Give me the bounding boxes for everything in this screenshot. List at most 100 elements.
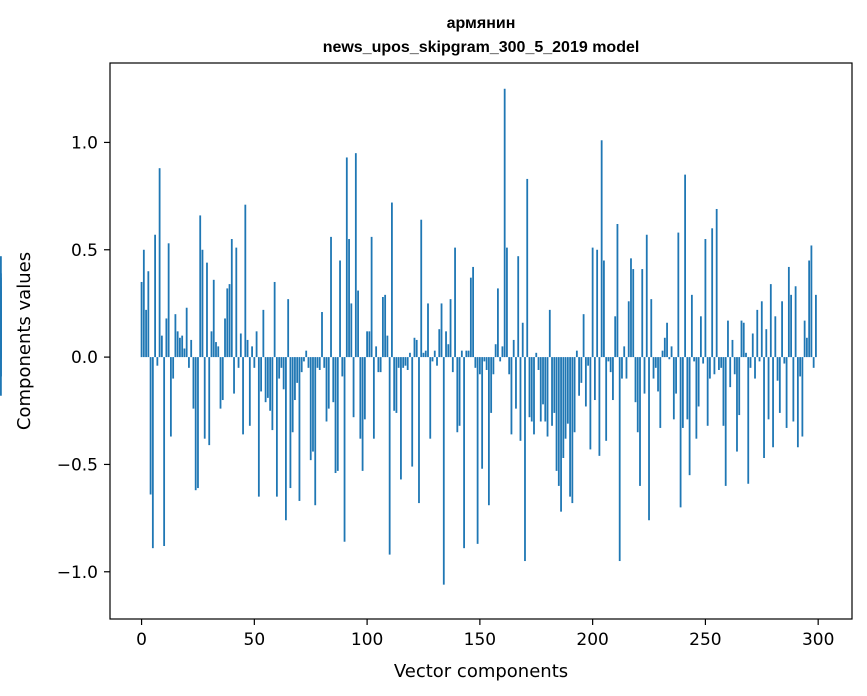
bar-124 <box>420 219 423 358</box>
bar-102 <box>370 236 373 358</box>
bar-158 <box>497 288 499 358</box>
bar-261 <box>729 357 732 388</box>
bar-148 <box>474 357 477 368</box>
bar-183 <box>553 357 556 413</box>
bar-176 <box>537 357 540 370</box>
bar-254 <box>713 357 716 375</box>
bar-20 <box>185 307 188 358</box>
bar-143 <box>463 357 465 549</box>
x-tick-label: 300 <box>802 630 834 650</box>
bar-2 <box>145 309 147 358</box>
bar-269 <box>747 357 750 484</box>
x-tick-label: 50 <box>244 630 266 650</box>
bar-18 <box>181 335 184 358</box>
bar-56 <box>266 357 269 398</box>
bar-228 <box>654 357 657 368</box>
bar-270 <box>749 357 752 368</box>
bar-181 <box>548 309 551 358</box>
bar-276 <box>763 357 765 458</box>
bar-48 <box>248 357 251 426</box>
bar-75 <box>309 357 312 461</box>
bar-116 <box>402 357 405 368</box>
bar-1 <box>142 249 145 358</box>
bar-218 <box>632 269 635 358</box>
bar-74 <box>307 357 310 368</box>
bar-81 <box>323 357 326 368</box>
x-tick-label: 150 <box>464 630 496 650</box>
bar-4 <box>149 357 152 495</box>
bar-247 <box>697 357 700 407</box>
bar-249 <box>702 357 705 364</box>
bar-12 <box>167 243 170 358</box>
bar-245 <box>693 357 696 362</box>
bar-94 <box>352 357 355 418</box>
bar-236 <box>672 357 675 420</box>
bar-73 <box>305 350 308 358</box>
bar-107 <box>381 296 384 358</box>
bar-62 <box>280 357 283 368</box>
bar-225 <box>648 357 650 521</box>
bar-279 <box>769 284 772 358</box>
bar-126 <box>424 350 427 358</box>
bar-103 <box>372 357 375 439</box>
bar-123 <box>418 357 420 504</box>
bar-216 <box>627 301 630 358</box>
chart-title-line-2: news_upos_skipgram_300_5_2019 model <box>323 39 640 56</box>
bar-49 <box>251 346 253 358</box>
bar-53 <box>260 357 262 392</box>
bar-179 <box>544 357 547 422</box>
bar-278 <box>767 357 770 420</box>
bar-76 <box>312 357 314 452</box>
bar-89 <box>341 357 344 377</box>
bar-221 <box>639 357 641 486</box>
bar-22 <box>190 339 193 358</box>
bar-210 <box>614 316 617 358</box>
bar-79 <box>318 357 321 370</box>
bar-71 <box>300 357 303 373</box>
bar-69 <box>296 357 299 383</box>
bar-142 <box>460 350 463 358</box>
bar-28 <box>203 357 206 439</box>
bar-299 <box>815 294 817 358</box>
bar-17 <box>179 337 181 358</box>
bar-226 <box>650 299 653 358</box>
bar-77 <box>314 357 317 506</box>
bar-243 <box>688 357 691 476</box>
bar-190 <box>569 357 571 497</box>
bar-213 <box>621 357 623 379</box>
bar-115 <box>400 357 402 480</box>
bar-47 <box>246 339 249 358</box>
bar-175 <box>535 352 538 358</box>
bar-157 <box>494 344 497 358</box>
bar-37 <box>224 318 226 358</box>
bar-161 <box>503 88 506 358</box>
bar-16 <box>176 331 179 358</box>
bar-14 <box>172 357 175 379</box>
bar-26 <box>199 215 202 358</box>
bar-90 <box>343 357 346 542</box>
x-tick-label: 100 <box>351 630 383 650</box>
bar-91 <box>345 157 348 358</box>
bar-233 <box>666 322 668 358</box>
bar-undefined <box>0 357 2 396</box>
bar-45 <box>242 357 244 435</box>
bar-63 <box>282 357 285 390</box>
bar-223 <box>643 357 646 394</box>
bar-155 <box>490 357 493 413</box>
bar-231 <box>661 350 664 358</box>
bar-164 <box>510 357 513 435</box>
bar-283 <box>778 357 781 413</box>
bar-114 <box>397 357 400 368</box>
bar-146 <box>469 277 472 358</box>
y-tick-label: −0.5 <box>57 455 98 475</box>
bar-144 <box>465 350 468 358</box>
bar-255 <box>715 208 718 358</box>
bar-252 <box>709 357 711 379</box>
bar-180 <box>546 357 549 437</box>
bar-119 <box>409 352 411 358</box>
bar-88 <box>339 260 341 358</box>
bar-110 <box>388 357 391 555</box>
bar-25 <box>197 357 199 489</box>
bar-42 <box>235 247 238 358</box>
bar-5 <box>151 357 154 549</box>
